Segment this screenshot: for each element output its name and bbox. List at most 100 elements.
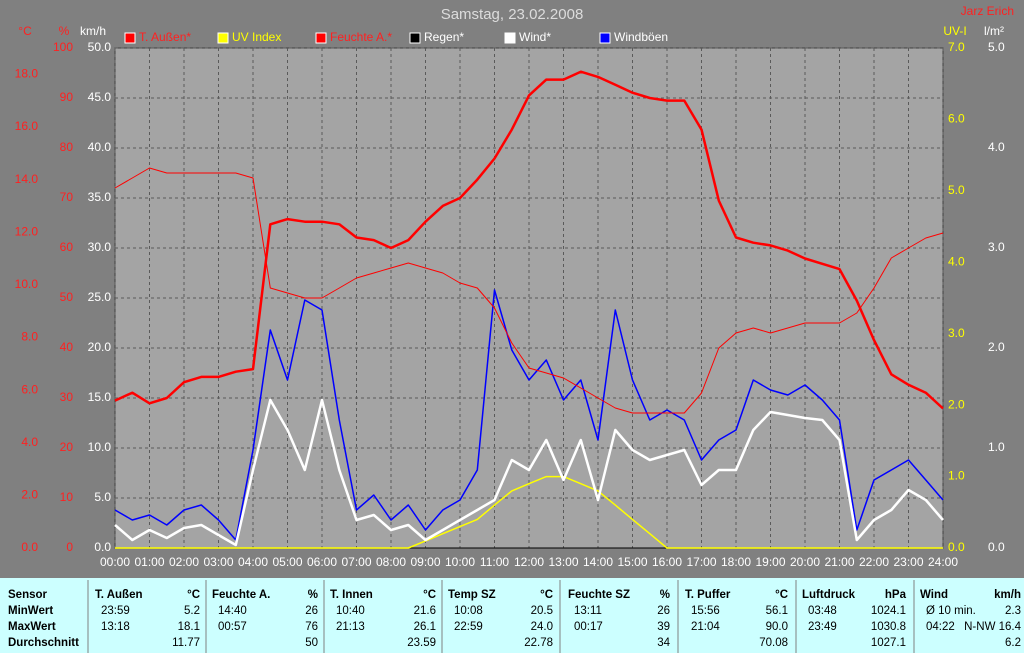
cell-value: 21.6: [414, 605, 436, 617]
cell-value: 24.0: [531, 621, 553, 633]
y-tick-label: 5.0: [948, 183, 965, 197]
axis-unit: UV-I: [943, 24, 966, 38]
column-header: T. Puffer: [685, 589, 731, 601]
axis-unit: %: [59, 24, 70, 38]
y-tick-label: 10.0: [88, 440, 112, 454]
cell-average: 23.59: [407, 637, 436, 649]
axis-unit: l/m²: [984, 24, 1004, 38]
cell-value: 1024.1: [871, 605, 906, 617]
column-unit: °C: [423, 589, 436, 601]
cell-average: 6.2: [1005, 637, 1021, 649]
x-tick-label: 18:00: [721, 555, 751, 569]
cell-time: 22:59: [454, 621, 483, 633]
x-tick-label: 07:00: [341, 555, 371, 569]
cell-time: 13:18: [101, 621, 130, 633]
cell-average: 22.78: [524, 637, 553, 649]
column-header: Feuchte A.: [212, 589, 270, 601]
cell-value: 90.0: [766, 621, 788, 633]
y-tick-label: 50: [60, 290, 74, 304]
y-tick-label: 6.0: [21, 382, 38, 396]
cell-time: 14:40: [218, 605, 247, 617]
table: Sensor MinWert MaxWert Durchschnitt T. Außen…: [8, 580, 1022, 653]
y-tick-label: 3.0: [948, 326, 965, 340]
axis-unit: km/h: [80, 24, 106, 38]
x-tick-label: 08:00: [376, 555, 406, 569]
cell-value: 56.1: [766, 605, 788, 617]
series-line: [114, 70, 944, 410]
x-tick-label: 10:00: [445, 555, 475, 569]
cell-value: 26.1: [414, 621, 436, 633]
y-tick-label: 14.0: [15, 172, 39, 186]
y-tick-label: 15.0: [88, 390, 112, 404]
y-tick-label: 0: [66, 540, 73, 554]
stats-table: [0, 578, 1024, 653]
x-tick-label: 11:00: [480, 555, 509, 569]
cell-value: N-NW 16.4: [964, 621, 1021, 633]
x-tick-label: 21:00: [824, 555, 854, 569]
y-tick-label: 10: [60, 490, 74, 504]
y-tick-label: 25.0: [88, 290, 112, 304]
cell-value: 76: [305, 621, 318, 633]
x-tick-label: 09:00: [410, 555, 440, 569]
cell-value: 1030.8: [871, 621, 906, 633]
cell-time: 10:40: [336, 605, 365, 617]
row-label: MinWert: [8, 605, 53, 617]
column-header: T. Innen: [330, 589, 373, 601]
cell-value: 20.5: [531, 605, 553, 617]
column-unit: °C: [775, 589, 788, 601]
column-unit: hPa: [885, 589, 907, 601]
column-header: Temp SZ: [448, 589, 496, 601]
y-tick-label: 0.0: [94, 540, 111, 554]
cell-value: 2.3: [1005, 605, 1021, 617]
series-line: [114, 167, 944, 414]
series-line: [114, 398, 944, 547]
y-tick-label: 4.0: [21, 435, 38, 449]
x-tick-label: 13:00: [548, 555, 578, 569]
cell-time: 21:13: [336, 621, 365, 633]
legend-swatch: [124, 32, 136, 44]
y-tick-label: 90: [60, 90, 74, 104]
column-unit: °C: [187, 589, 200, 601]
column-unit: km/h: [994, 589, 1021, 601]
cell-time: 04:22: [926, 621, 955, 633]
column-unit: %: [660, 589, 670, 601]
y-tick-label: 6.0: [948, 112, 965, 126]
row-label: Durchschnitt: [8, 637, 79, 649]
cell-average: 1027.1: [871, 637, 906, 649]
cell-time: 23:49: [808, 621, 837, 633]
x-tick-label: 01:00: [134, 555, 164, 569]
y-tick-label: 12.0: [15, 224, 39, 238]
x-tick-label: 14:00: [583, 555, 613, 569]
y-tick-label: 0.0: [988, 540, 1005, 554]
series-line: [115, 475, 943, 549]
cell-average: 50: [305, 637, 318, 649]
author: Jarz Erich: [961, 4, 1014, 18]
legend-label: Feuchte A.*: [330, 30, 392, 44]
legend-swatch: [504, 32, 516, 44]
cell-value: 39: [657, 621, 670, 633]
x-tick-label: 06:00: [307, 555, 337, 569]
cell-time: 15:56: [691, 605, 720, 617]
y-tick-label: 40.0: [88, 140, 112, 154]
y-tick-label: 3.0: [988, 240, 1005, 254]
y-tick-label: 50.0: [88, 40, 112, 54]
cell-value: 26: [657, 605, 670, 617]
row-label: MaxWert: [8, 621, 56, 633]
column-unit: %: [308, 589, 318, 601]
axis-unit: °C: [18, 24, 32, 38]
y-tick-label: 4.0: [988, 140, 1005, 154]
y-tick-label: 1.0: [988, 440, 1005, 454]
series-line: [114, 289, 944, 541]
y-tick-label: 60: [60, 240, 74, 254]
y-tick-label: 30.0: [88, 240, 112, 254]
y-tick-label: 2.0: [988, 340, 1005, 354]
y-tick-label: 7.0: [948, 40, 965, 54]
x-tick-label: 16:00: [652, 555, 682, 569]
y-tick-label: 20: [60, 440, 74, 454]
y-tick-label: 0.0: [21, 540, 38, 554]
cell-time: 13:11: [574, 605, 602, 617]
cell-value: 5.2: [184, 605, 200, 617]
y-tick-label: 70: [60, 190, 74, 204]
y-tick-label: 8.0: [21, 330, 38, 344]
